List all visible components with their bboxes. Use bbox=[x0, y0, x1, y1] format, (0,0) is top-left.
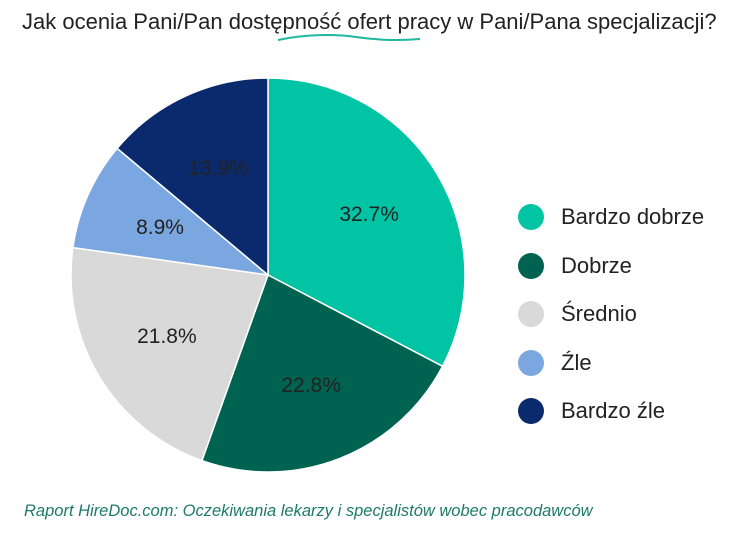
legend-label: Źle bbox=[561, 349, 592, 375]
data-label: 13.9% bbox=[188, 157, 248, 180]
data-label: 22.8% bbox=[281, 374, 341, 397]
legend-swatch bbox=[518, 349, 544, 376]
title-part: Jak ocenia Pani/Pan bbox=[22, 9, 229, 34]
pie-slice-4 bbox=[116, 77, 269, 277]
legend-item: Źle bbox=[518, 339, 704, 388]
title-highlighted-word: dostępność bbox=[228, 9, 342, 34]
legend-swatch bbox=[518, 398, 544, 425]
data-label: 32.7% bbox=[339, 203, 399, 226]
legend-label: Średnio bbox=[561, 301, 637, 327]
legend-item: Bardzo źle bbox=[518, 387, 704, 436]
legend-item: Średnio bbox=[518, 290, 704, 339]
pie-slice-1 bbox=[200, 273, 444, 473]
legend-label: Dobrze bbox=[561, 252, 632, 278]
handwritten-underline bbox=[277, 34, 421, 42]
legend: Bardzo dobrze Dobrze Średnio Źle Bardzo źle bbox=[518, 193, 704, 436]
title-part: ofert pracy w Pani/Pana specjalizacji? bbox=[341, 9, 717, 34]
legend-item: Dobrze bbox=[518, 242, 704, 291]
pie-slice-0 bbox=[267, 77, 466, 368]
legend-item: Bardzo dobrze bbox=[518, 193, 704, 242]
data-label: 8.9% bbox=[136, 216, 184, 239]
pie-slice-2 bbox=[70, 246, 270, 462]
legend-label: Bardzo źle bbox=[561, 398, 665, 424]
legend-swatch bbox=[518, 204, 544, 231]
pie-slice-3 bbox=[72, 147, 271, 277]
legend-swatch bbox=[518, 301, 544, 328]
legend-swatch bbox=[518, 252, 544, 279]
pie-chart: 32.7% 22.8% 21.8% 8.9% 13.9% bbox=[70, 77, 466, 473]
source-caption: Raport HireDoc.com: Oczekiwania lekarzy … bbox=[24, 502, 593, 520]
legend-label: Bardzo dobrze bbox=[561, 204, 705, 230]
chart-title: Jak ocenia Pani/Pan dostępność ofert pra… bbox=[22, 8, 742, 36]
data-label: 21.8% bbox=[137, 325, 197, 348]
